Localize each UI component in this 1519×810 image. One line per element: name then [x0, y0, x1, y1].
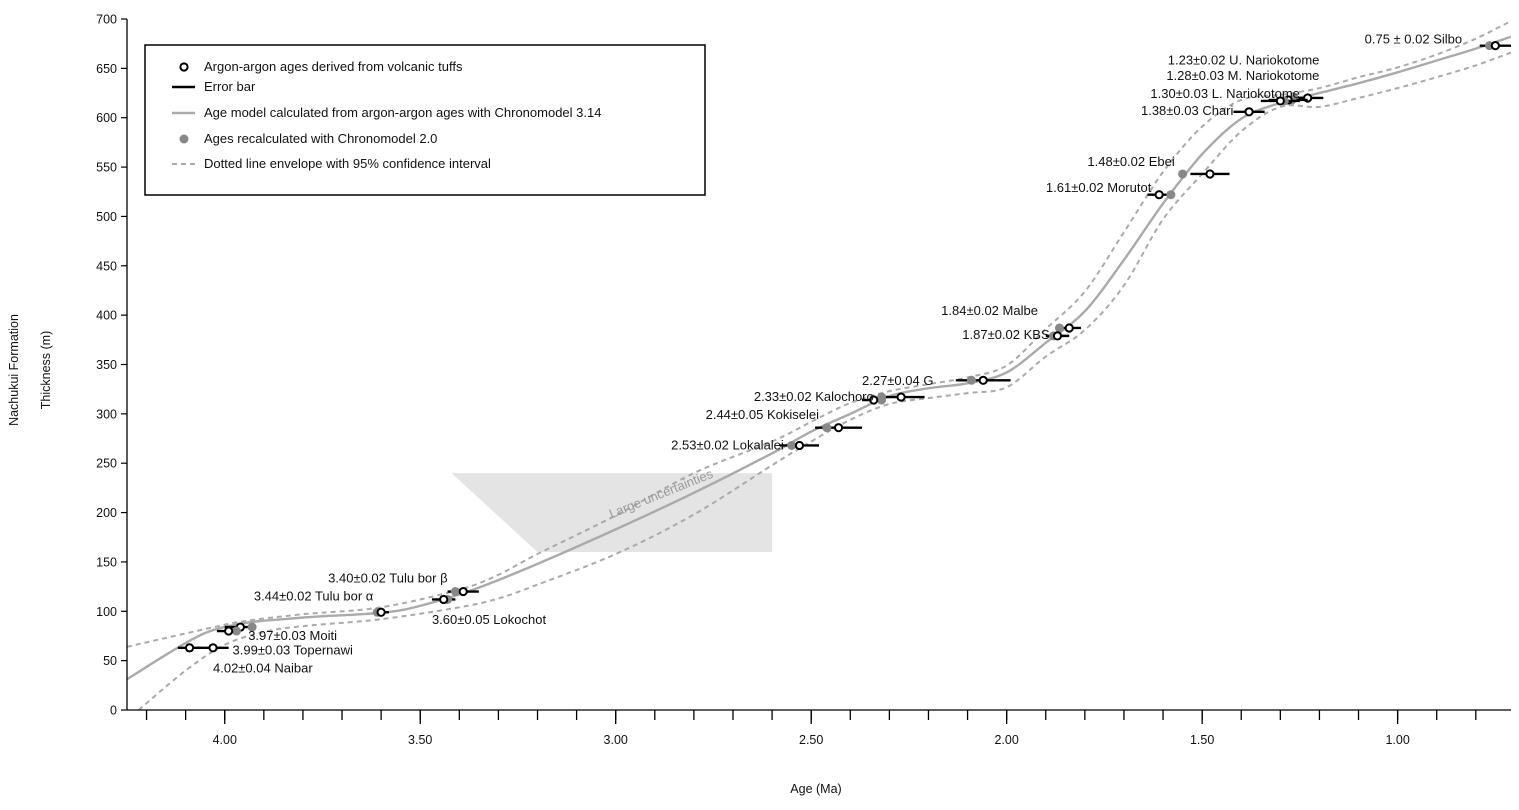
- tuff-label: 1.23±0.02 U. Nariokotome: [1168, 52, 1320, 67]
- tuff-labels-layer: 0.75 ± 0.02 Silbo 1.23±0.02 U. Nariokotom…: [213, 32, 1462, 676]
- tuff-label: 2.53±0.02 Lokalalei: [671, 437, 784, 452]
- recalculated-age-point: [822, 423, 832, 433]
- argon-age-point: [1275, 96, 1285, 106]
- argon-age-point: [896, 392, 906, 402]
- y-axis-title-line-2: Thickness (m): [39, 331, 53, 409]
- y-tick-label: 600: [96, 111, 117, 125]
- tuff-label: 2.44±0.05 Kokiselei: [706, 407, 819, 422]
- tuff-label: 3.60±0.05 Lokochot: [432, 612, 547, 627]
- recalculated-age-point: [877, 395, 887, 405]
- axes-layer: 0 50 100 150 200 250 300 350 400 450 500 550 600 650 7…: [7, 13, 1511, 796]
- tuff-label: 1.30±0.03 L. Nariokotome: [1150, 86, 1300, 101]
- argon-age-point: [458, 586, 468, 597]
- x-tick-label: 1.50: [1190, 733, 1214, 747]
- tuff-label: 1.87±0.02 KBS: [962, 327, 1050, 342]
- y-tick-label: 100: [96, 605, 117, 619]
- tuff-label: 3.99±0.03 Topernawi: [233, 643, 353, 658]
- recalculated-age-point: [247, 622, 257, 632]
- tuff-label: 0.75 ± 0.02 Silbo: [1365, 32, 1462, 47]
- x-tick-label: 3.00: [604, 733, 628, 747]
- recalculated-age-point: [1178, 169, 1188, 179]
- legend-recalc-marker: [179, 134, 189, 144]
- argon-age-point: [1490, 41, 1500, 51]
- argon-age-point: [1154, 190, 1164, 200]
- tuff-label: 1.28±0.03 M. Nariokotome: [1166, 68, 1319, 83]
- tuff-label: 3.97±0.03 Moiti: [248, 628, 337, 643]
- y-axis-title-line-1: Nachukui Formation: [7, 314, 21, 426]
- legend: Argon-argon ages derived from volcanic t…: [144, 44, 706, 196]
- argon-age-point: [1205, 169, 1215, 179]
- legend-entry-label: Ages recalculated with Chronomodel 2.0: [204, 131, 437, 146]
- y-tick-label: 450: [96, 259, 117, 273]
- y-tick-label: 150: [96, 555, 117, 569]
- tuff-label: 3.40±0.02 Tulu bor β: [328, 571, 447, 586]
- tuff-label: 1.84±0.02 Malbe: [941, 303, 1038, 318]
- argon-age-point: [184, 643, 195, 653]
- legend-box: [144, 44, 706, 196]
- argon-age-point: [869, 395, 879, 405]
- tuff-label: 3.44±0.02 Tulu bor α: [254, 588, 374, 603]
- argon-age-point: [1052, 331, 1063, 341]
- y-tick-label: 350: [96, 358, 117, 372]
- argon-age-point: [208, 643, 218, 653]
- tuff-label: 2.33±0.02 Kalochoro: [754, 389, 874, 404]
- x-tick-label: 2.50: [799, 733, 823, 747]
- envelope-lower-line: [138, 51, 1511, 710]
- argon-age-point: [1244, 107, 1254, 117]
- envelope-upper-line: [127, 20, 1511, 648]
- argon-age-point: [376, 607, 386, 617]
- argon-age-point: [224, 626, 234, 636]
- x-axis-title: Age (Ma): [790, 782, 841, 796]
- y-tick-label: 300: [96, 407, 117, 421]
- y-tick-label: 50: [103, 654, 117, 668]
- recalculated-age-point: [787, 440, 797, 450]
- x-tick-label: 1.00: [1385, 733, 1409, 747]
- argon-age-point: [794, 440, 805, 451]
- recalculated-age-point: [1166, 190, 1176, 200]
- y-tick-label: 200: [96, 506, 117, 520]
- recalculated-age-point: [450, 587, 460, 597]
- argon-age-point: [978, 375, 988, 385]
- legend-entry-label: Error bar: [204, 79, 256, 94]
- legend-entry-label: Dotted line envelope with 95% confidence…: [204, 156, 491, 171]
- recalculated-age-point: [1054, 323, 1064, 333]
- x-tick-label: 2.00: [994, 733, 1018, 747]
- y-tick-label: 550: [96, 161, 117, 175]
- envelope-layer: [127, 20, 1511, 710]
- x-tick-label: 3.50: [408, 733, 432, 747]
- y-tick-label: 400: [96, 309, 117, 323]
- argon-age-point: [1064, 323, 1074, 333]
- y-tick-label: 650: [96, 62, 117, 76]
- recalculated-age-point: [966, 375, 976, 385]
- legend-entry-label: Argon-argon ages derived from volcanic t…: [204, 59, 463, 74]
- tuff-label: 2.27±0.04 G: [862, 373, 933, 388]
- y-tick-label: 250: [96, 457, 117, 471]
- tuff-label: 1.48±0.02 Ebei: [1087, 154, 1174, 169]
- x-tick-label: 4.00: [213, 733, 237, 747]
- y-tick-label: 700: [96, 13, 117, 27]
- recalculated-age-point: [231, 626, 241, 636]
- argon-age-point: [439, 594, 449, 605]
- argon-age-point: [833, 423, 844, 433]
- y-tick-label: 500: [96, 210, 117, 224]
- legend-argon-marker: [179, 62, 189, 72]
- y-tick-label: 0: [110, 704, 117, 718]
- tuff-label: 1.61±0.02 Morutot: [1046, 180, 1152, 195]
- legend-entry-label: Age model calculated from argon-argon ag…: [204, 105, 601, 120]
- tuff-label: 4.02±0.04 Naibar: [213, 660, 313, 675]
- tuff-label: 1.38±0.03 Chari: [1141, 103, 1234, 118]
- data-points-layer: [177, 41, 1511, 653]
